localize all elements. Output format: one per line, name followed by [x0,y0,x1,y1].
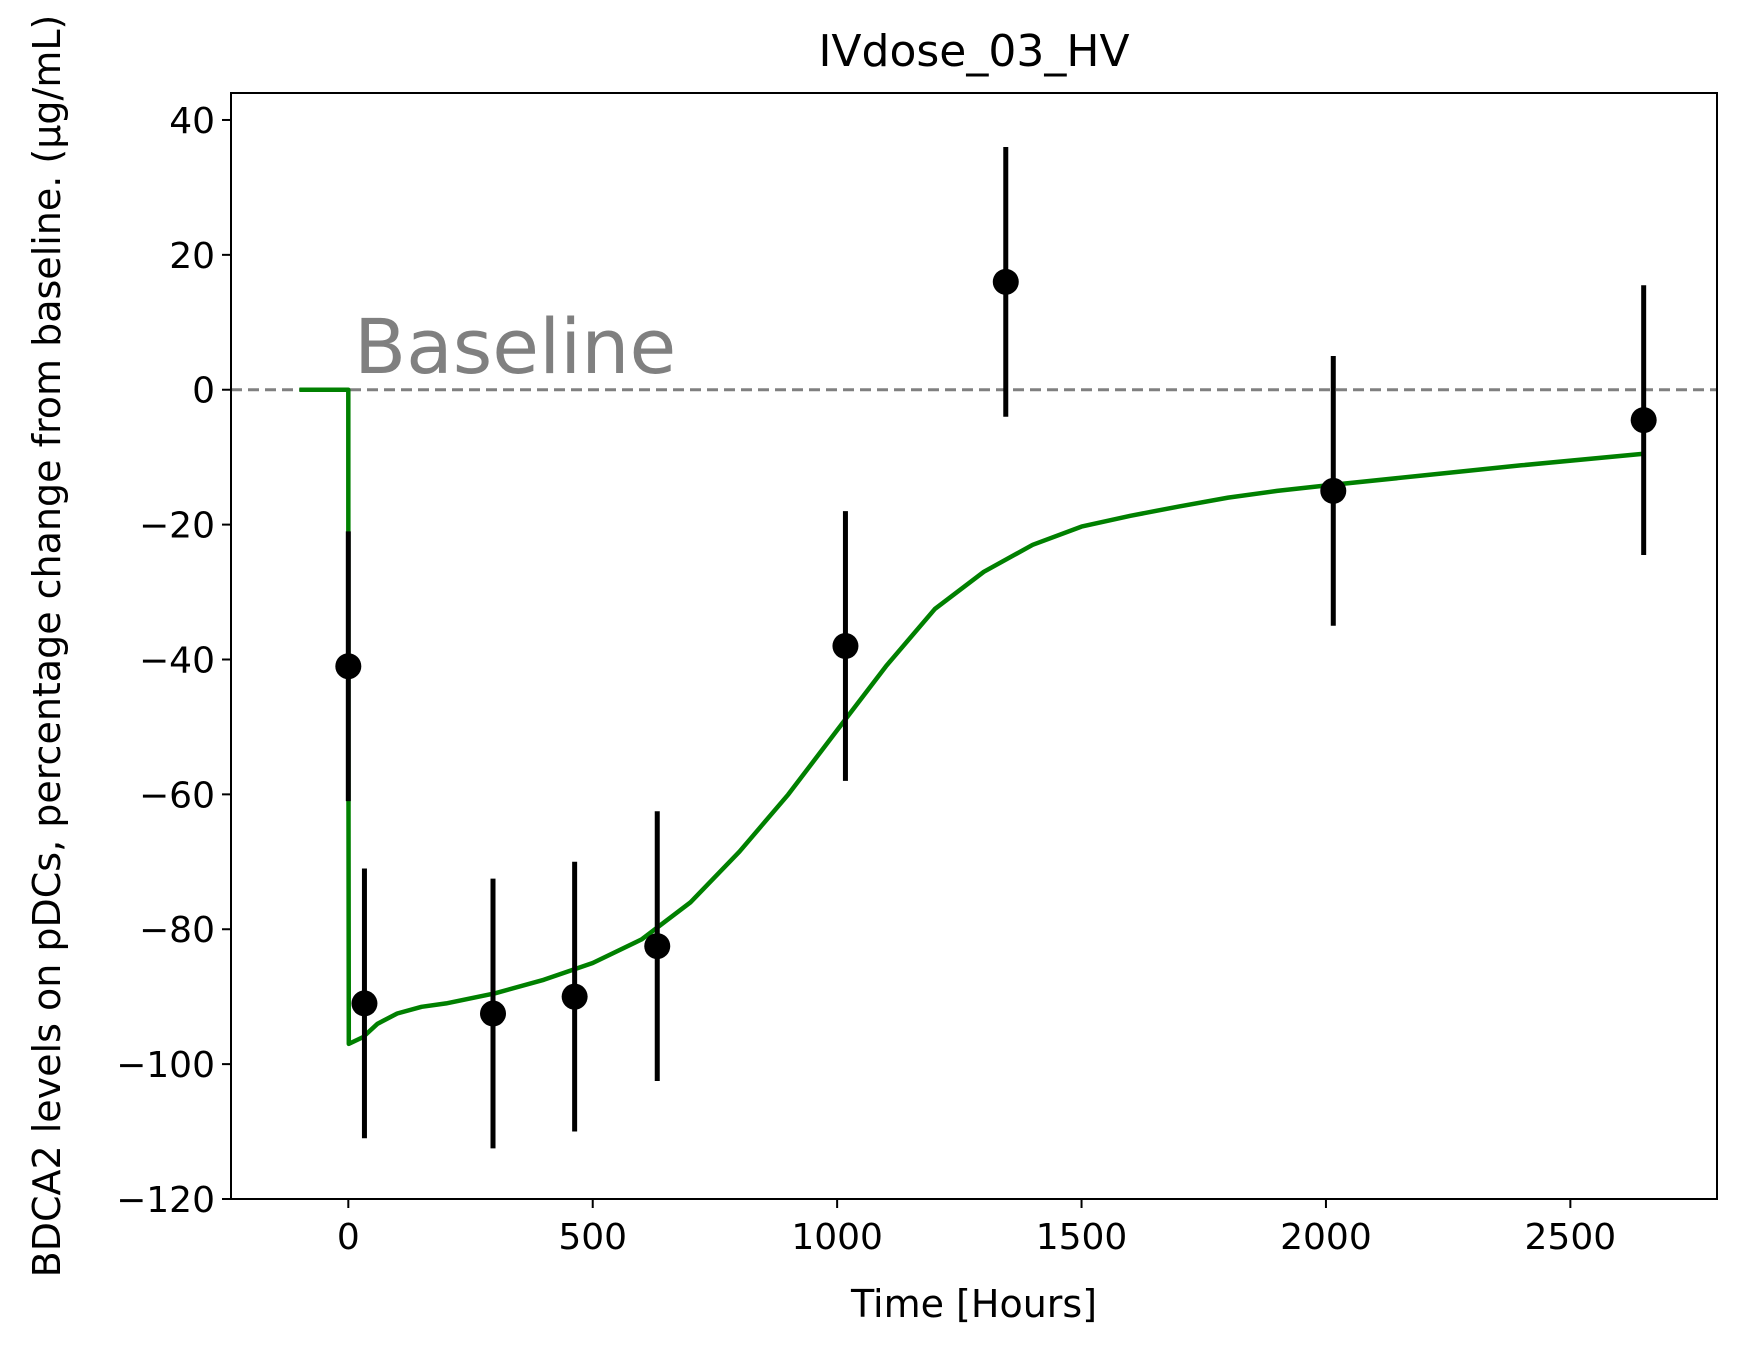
data-point [351,990,378,1017]
y-tick-label: −60 [139,775,215,816]
y-tick-label: 20 [169,236,215,277]
data-point [832,633,859,659]
y-tick-label: −120 [116,1180,215,1221]
chart-title: IVdose_03_HV [818,26,1129,77]
data-point [561,983,588,1010]
marks-layer [231,146,1717,1149]
baseline-label: Baseline [354,302,676,391]
y-axis-label: BDCA2 levels on pDCs, percentage change … [25,15,69,1278]
x-tick-label: 500 [558,1217,627,1258]
data-point [1320,477,1347,504]
ticks-layer: 0 500 1000 1500 2000 2500 40 20 0 −20 −40 −60 −80 −10… [116,101,1616,1258]
data-point [1630,407,1657,434]
x-tick-label: 1500 [1036,1217,1128,1258]
y-tick-label: −100 [116,1045,215,1086]
data-point [644,933,671,960]
x-tick-label: 0 [337,1217,360,1258]
plot-frame [230,92,1718,1200]
data-point [992,268,1019,295]
x-tick-label: 2000 [1280,1217,1372,1258]
y-tick-label: −20 [139,506,215,547]
y-tick-label: 0 [192,371,215,412]
y-tick-label: 40 [169,101,215,142]
y-tick-label: −40 [139,640,215,681]
model-fit-line [299,387,1644,1047]
plot-area [231,146,1717,1149]
x-tick-label: 1000 [791,1217,883,1258]
y-tick-label: −80 [139,910,215,951]
data-point [335,653,362,680]
x-tick-label: 2500 [1525,1217,1617,1258]
data-point [480,1000,507,1027]
x-axis-label: Time [Hours] [850,1282,1097,1326]
